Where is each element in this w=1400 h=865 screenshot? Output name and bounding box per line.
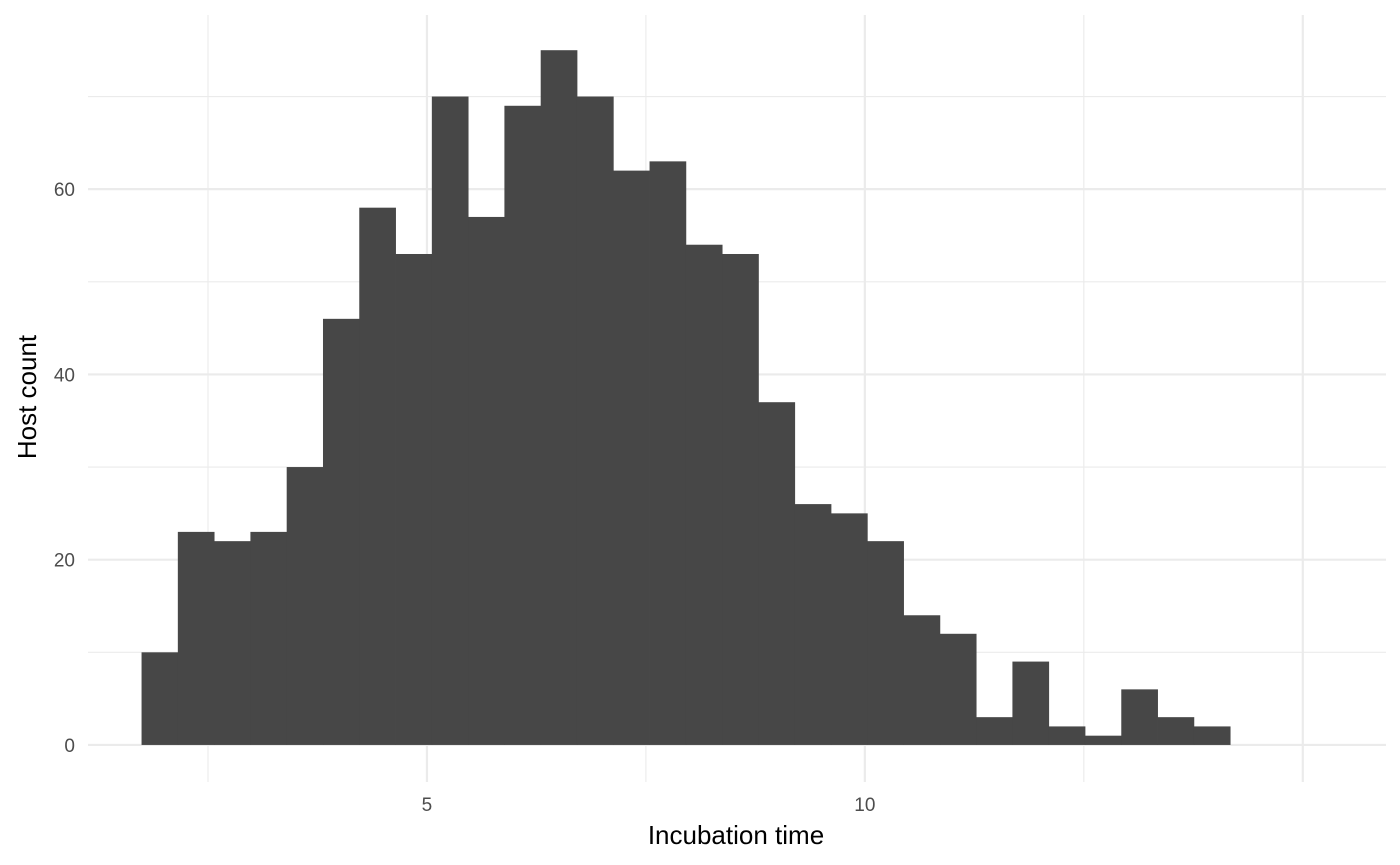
histogram-bar: [250, 531, 288, 745]
y-tick-label: 60: [54, 180, 75, 201]
histogram-bar: [1157, 717, 1195, 745]
histogram-bar: [867, 541, 904, 745]
histogram-bar: [1193, 726, 1231, 745]
x-tick-label: 5: [422, 795, 433, 816]
histogram-bar: [395, 253, 433, 745]
histogram-bar: [576, 96, 614, 745]
x-axis-ticks: 5 10: [422, 795, 876, 816]
histogram-bar: [1048, 726, 1086, 745]
y-tick-label: 0: [64, 736, 75, 757]
histogram-bar: [214, 541, 251, 745]
histogram-bar: [613, 170, 650, 745]
histogram-bar: [1084, 735, 1122, 745]
histogram-bar: [722, 253, 759, 745]
y-axis-title: Host count: [12, 334, 42, 459]
histogram-bar: [141, 652, 179, 745]
histogram-bar: [177, 531, 215, 745]
histogram-bar: [903, 615, 941, 745]
histogram-bar: [322, 318, 360, 745]
y-tick-label: 20: [54, 551, 75, 572]
y-tick-label: 40: [54, 365, 75, 386]
histogram-bar: [939, 633, 977, 745]
y-axis-ticks: 0 20 40 60: [54, 180, 75, 757]
histogram-bar: [286, 467, 324, 745]
histogram-bar: [431, 96, 469, 745]
x-tick-label: 10: [854, 795, 875, 816]
histogram-bar: [468, 216, 505, 745]
histogram-bar: [359, 207, 396, 745]
histogram-bar: [1121, 689, 1158, 745]
x-axis-title: Incubation time: [648, 820, 824, 850]
histogram-bars: [141, 50, 1231, 745]
histogram-bar: [830, 513, 868, 745]
histogram-bar: [794, 504, 832, 745]
histogram-bar: [685, 244, 723, 745]
histogram-bar: [649, 161, 687, 745]
histogram-bar: [504, 105, 542, 745]
histogram-bar: [758, 402, 796, 745]
histogram-bar: [976, 717, 1013, 745]
histogram-bar: [540, 50, 578, 745]
histogram-bar: [1012, 661, 1050, 745]
